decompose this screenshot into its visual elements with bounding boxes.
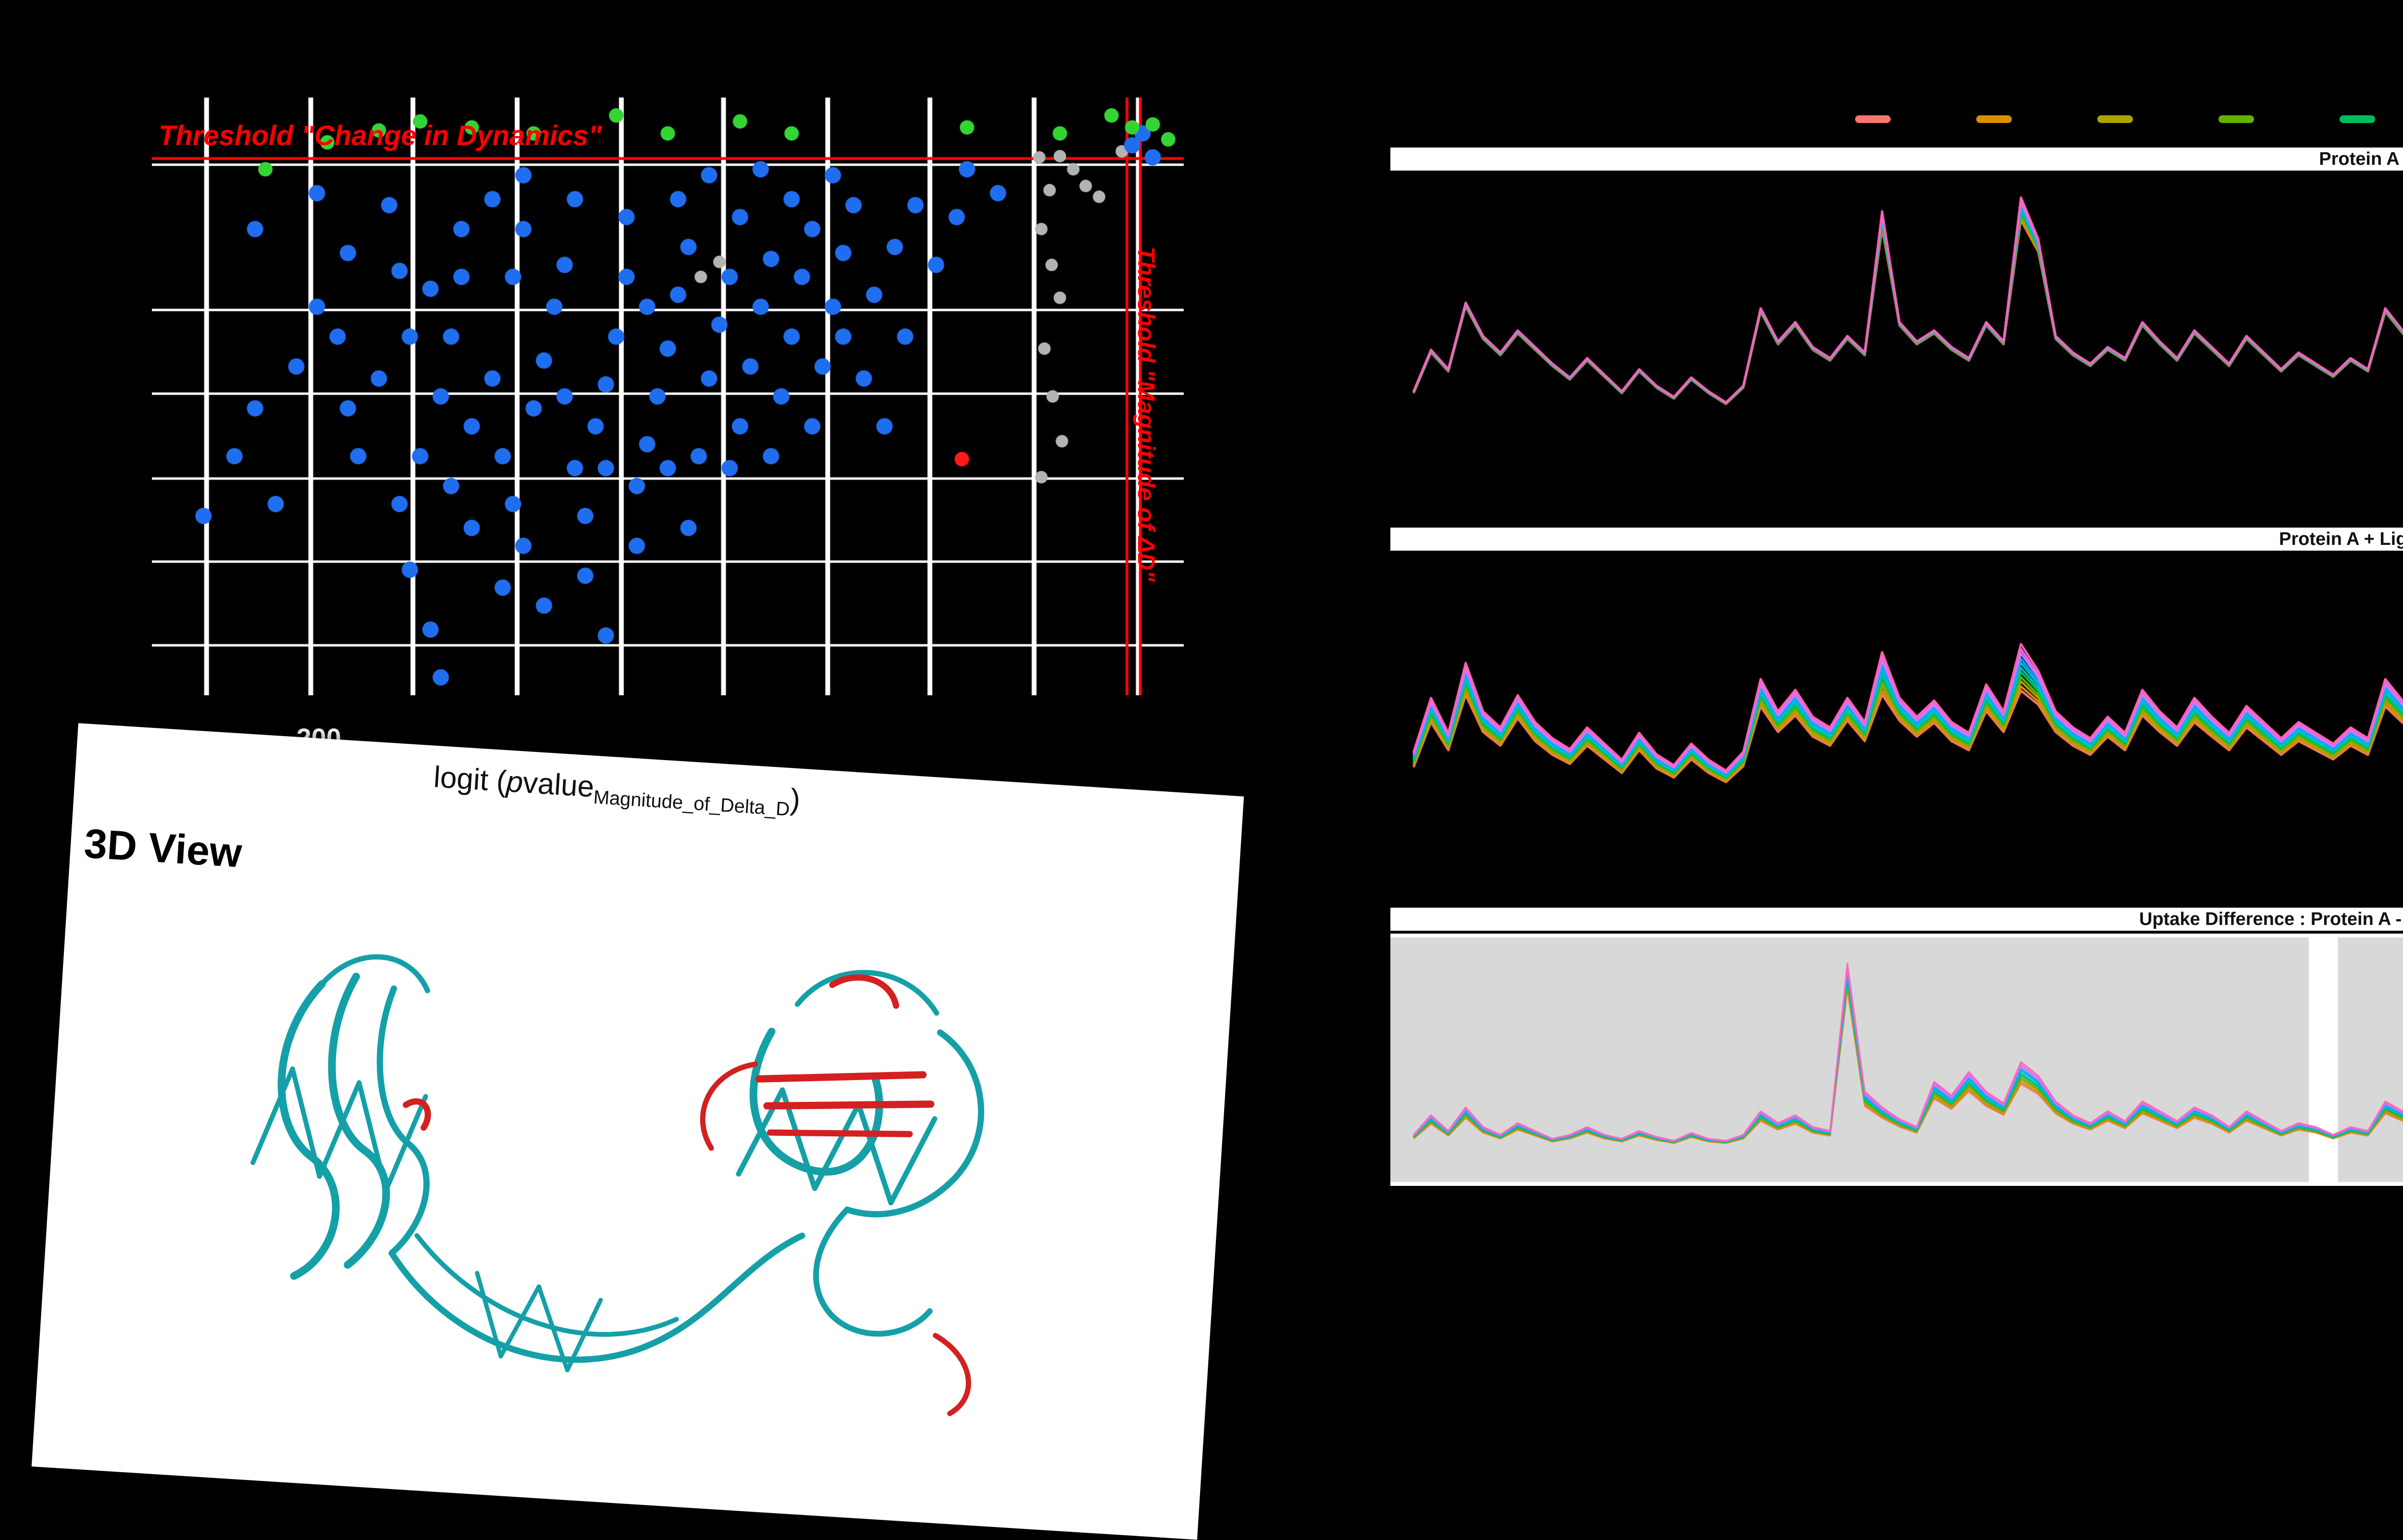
panel-title-uptake-difference: Uptake Difference : Protein A - (Protein… [2139, 909, 2403, 929]
panel-header-uptake-difference: Uptake Difference : Protein A - (Protein… [1390, 908, 2403, 931]
uptake-chart-protein-a-ligand[interactable] [1390, 554, 2403, 878]
threshold-magnitude-label: Threshold "Magnitude of ΔD" [1133, 246, 1160, 582]
panel-header-protein-a-ligand: Protein A + Ligand [1390, 528, 2403, 551]
panel-header-protein-a: Protein A [1390, 148, 2403, 171]
xlabel-prefix: logit ( [433, 760, 508, 799]
panel-title-protein-a: Protein A [2319, 148, 2400, 169]
volcano-plot: Threshold "Change in Dynamics" Threshold… [152, 98, 1184, 753]
legend-swatch[interactable] [1855, 115, 1891, 123]
3d-view-title: 3D View [83, 820, 243, 876]
xlabel-p: p [505, 765, 524, 800]
protein-structure[interactable] [181, 890, 1028, 1445]
legend-swatch[interactable] [2340, 115, 2375, 123]
app-canvas: Threshold "Change in Dynamics" Threshold… [31, 98, 2403, 1540]
volcano-canvas[interactable] [152, 98, 1184, 695]
threshold-dynamics-label: Threshold "Change in Dynamics" [159, 120, 602, 151]
timepoint-legend [1855, 115, 2403, 123]
xlabel-value: value [521, 766, 595, 804]
volcano-x-axis-label: logit (pvalueMagnitude_of_Delta_D) [433, 760, 802, 821]
3d-view-panel[interactable]: logit (pvalueMagnitude_of_Delta_D) 3D Vi… [31, 723, 1244, 1540]
uptake-difference-chart[interactable] [1390, 934, 2403, 1186]
legend-swatch[interactable] [2218, 115, 2254, 123]
legend-swatch[interactable] [1976, 115, 2012, 123]
legend-swatch[interactable] [2097, 115, 2133, 123]
xlabel-subscript: Magnitude_of_Delta_D [593, 787, 791, 820]
panel-title-protein-a-ligand: Protein A + Ligand [2279, 529, 2403, 549]
uptake-chart-protein-a[interactable] [1390, 174, 2403, 508]
xlabel-suffix: ) [789, 783, 802, 817]
